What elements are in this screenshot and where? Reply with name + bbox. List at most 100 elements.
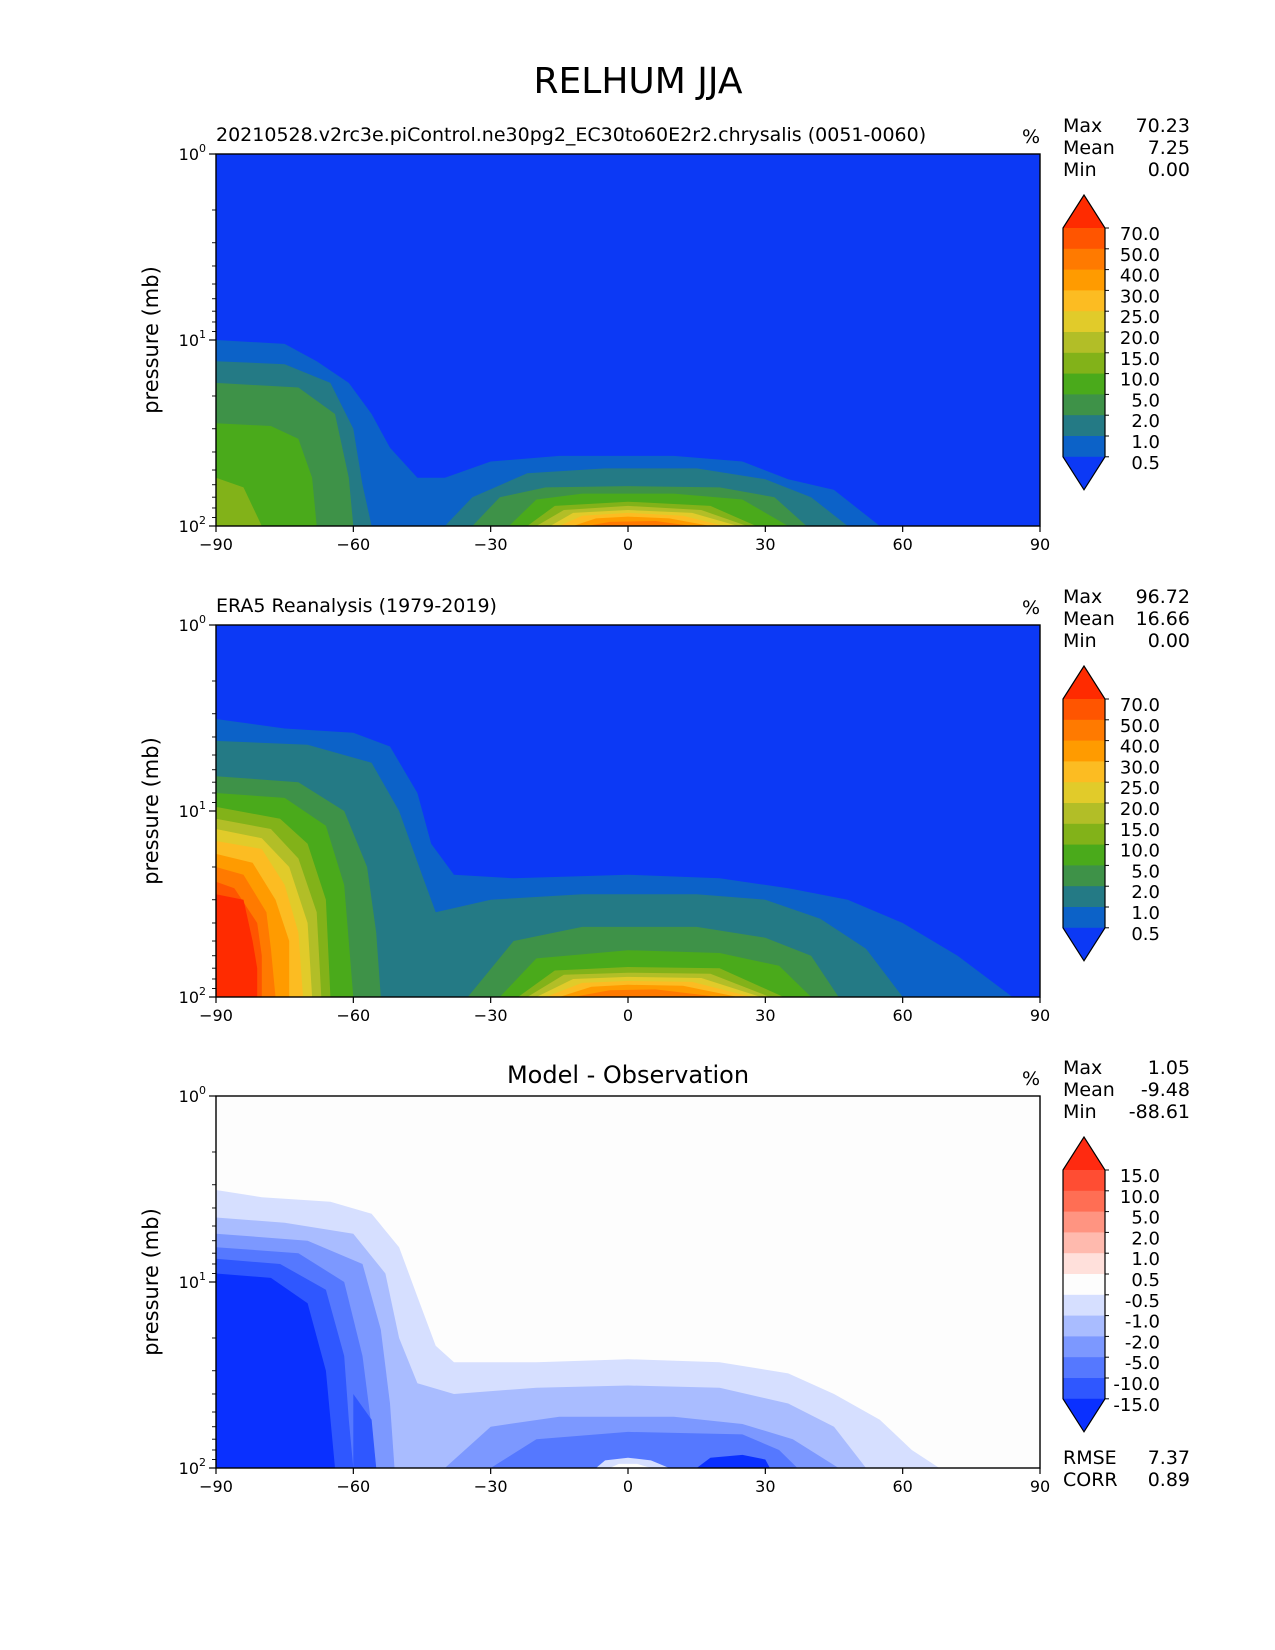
colorbar-label: 40.0 (1120, 266, 1160, 287)
colorbar: 15.010.05.02.01.00.5-0.5-1.0-2.0-5.0-10.… (1062, 1135, 1160, 1433)
stat-label: Mean (1063, 137, 1115, 159)
y-tick-label: 100 (179, 1084, 206, 1106)
colorbar-segment (1063, 1211, 1105, 1233)
contour-region (573, 989, 720, 997)
colorbar-extend-min (1063, 1398, 1105, 1432)
colorbar-label: 1.0 (1131, 1249, 1160, 1270)
y-tick-label: 101 (179, 1270, 206, 1292)
x-tick-label: −60 (336, 535, 370, 554)
units-label: % (1022, 1068, 1040, 1090)
colorbar-label: -0.5 (1125, 1291, 1160, 1312)
colorbar-segment (1063, 865, 1105, 887)
colorbar-segment (1063, 248, 1105, 271)
x-tick-label: −90 (199, 535, 233, 554)
x-tick-label: 60 (892, 535, 912, 554)
x-tick-label: 30 (755, 1006, 775, 1025)
contour-field (216, 1096, 1040, 1468)
colorbar-extend-min (1063, 456, 1105, 490)
colorbar-segment (1063, 823, 1105, 846)
y-axis-label: pressure (mb) (139, 266, 163, 414)
stat-label: Min (1063, 1101, 1097, 1123)
colorbar-label: 5.0 (1131, 1208, 1160, 1229)
y-tick-exponent: 1 (199, 1270, 206, 1283)
colorbar-segment (1063, 803, 1105, 825)
colorbar-segment (1063, 436, 1105, 458)
colorbar-segment (1063, 1232, 1105, 1254)
x-tick-label: 90 (1030, 535, 1050, 554)
colorbar-segment (1063, 907, 1105, 929)
colorbar-label: 15.0 (1120, 1166, 1160, 1187)
stat-value: 0.00 (1148, 630, 1190, 652)
colorbar-label: 10.0 (1120, 370, 1160, 391)
colorbar-label: 5.0 (1131, 390, 1160, 411)
y-tick-base: 10 (179, 1459, 199, 1478)
stat-label: Min (1063, 630, 1097, 652)
y-axis-label: pressure (mb) (139, 1208, 163, 1356)
stat-label: CORR (1063, 1469, 1118, 1491)
stat-value: 1.05 (1148, 1057, 1190, 1079)
figure-title: RELHUM JJA (534, 61, 743, 102)
colorbar-label: 70.0 (1120, 695, 1160, 716)
colorbar-segment (1063, 1336, 1105, 1358)
y-tick-exponent: 2 (199, 985, 206, 998)
y-tick-label: 102 (179, 985, 206, 1007)
panel-title: Model - Observation (507, 1061, 749, 1089)
y-tick-label: 102 (179, 514, 206, 536)
y-tick-exponent: 2 (199, 514, 206, 527)
colorbar-segment (1063, 1315, 1105, 1337)
stat-label: Max (1063, 115, 1102, 137)
contour-region (696, 1454, 770, 1468)
colorbar-segment (1063, 1357, 1105, 1379)
stat-value: 0.89 (1148, 1469, 1190, 1491)
x-tick-label: −30 (474, 1006, 508, 1025)
y-tick-exponent: 1 (199, 799, 206, 812)
colorbar-label: 50.0 (1120, 716, 1160, 737)
colorbar-label: 15.0 (1120, 349, 1160, 370)
colorbar-segment (1063, 782, 1105, 804)
colorbar-label: -2.0 (1125, 1332, 1160, 1353)
x-tick-label: −30 (474, 535, 508, 554)
stat-label: Mean (1063, 1079, 1115, 1101)
stat-value: -9.48 (1141, 1079, 1190, 1101)
x-tick-label: 60 (892, 1477, 912, 1496)
stat-label: RMSE (1063, 1447, 1117, 1469)
units-label: % (1022, 597, 1040, 619)
x-tick-label: 60 (892, 1006, 912, 1025)
colorbar-label: -5.0 (1125, 1353, 1160, 1374)
colorbar-label: 10.0 (1120, 1187, 1160, 1208)
colorbar-label: 10.0 (1120, 841, 1160, 862)
contour-region (216, 477, 262, 526)
colorbar-segment (1063, 1253, 1105, 1275)
x-tick-label: 30 (755, 1477, 775, 1496)
contour-region (586, 521, 693, 526)
stat-value: 16.66 (1136, 608, 1190, 630)
y-tick-label: 101 (179, 799, 206, 821)
colorbar-label: -10.0 (1113, 1374, 1160, 1395)
colorbar-segment (1063, 1378, 1105, 1400)
y-tick-label: 101 (179, 328, 206, 350)
colorbar-segment (1063, 719, 1105, 742)
contour-field (216, 154, 1040, 526)
colorbar-segment (1063, 761, 1105, 783)
x-tick-label: −60 (336, 1006, 370, 1025)
units-label: % (1022, 126, 1040, 148)
stat-label: Mean (1063, 608, 1115, 630)
colorbar-segment (1063, 1170, 1105, 1192)
y-tick-label: 102 (179, 1456, 206, 1478)
panel-title: ERA5 Reanalysis (1979-2019) (216, 595, 497, 617)
x-tick-label: 0 (623, 1006, 633, 1025)
x-tick-label: 90 (1030, 1006, 1050, 1025)
colorbar-label: 1.0 (1131, 432, 1160, 453)
colorbar-extend-max (1063, 666, 1105, 699)
colorbar-label: 0.5 (1131, 453, 1160, 474)
colorbar-label: -15.0 (1113, 1395, 1160, 1416)
contour-field (216, 625, 1040, 997)
colorbar-extend-max (1063, 1137, 1105, 1170)
contour-region (216, 894, 258, 997)
colorbar-label: 20.0 (1120, 799, 1160, 820)
colorbar-segment (1063, 740, 1105, 762)
colorbar-label: -1.0 (1125, 1312, 1160, 1333)
colorbar-label: 25.0 (1120, 778, 1160, 799)
y-tick-base: 10 (179, 517, 199, 536)
colorbar: 70.050.040.030.025.020.015.010.05.02.01.… (1062, 193, 1160, 491)
